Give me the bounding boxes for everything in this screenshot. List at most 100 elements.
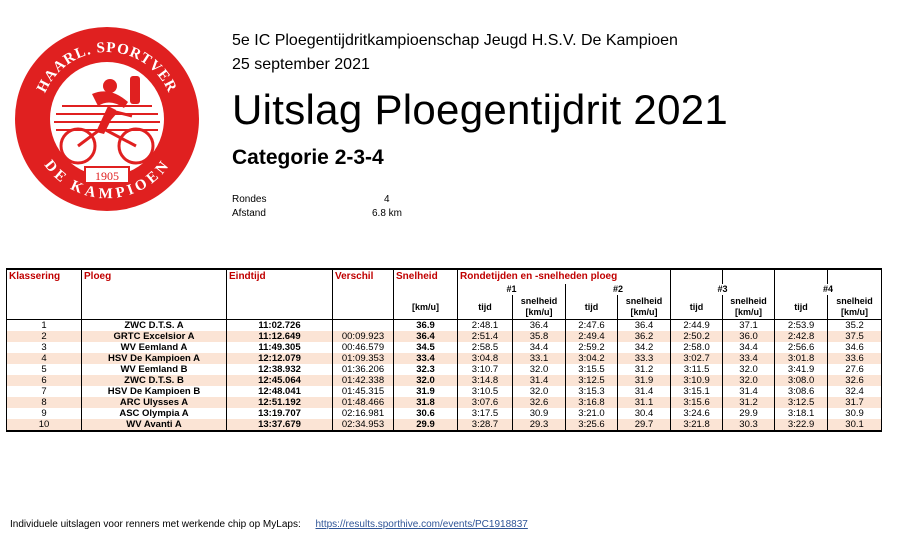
cell-diff — [332, 319, 394, 331]
cell-r2s: 33.3 — [616, 353, 672, 364]
r4-tijd-label: tijd — [774, 295, 829, 320]
cell-r4t: 3:12.5 — [774, 397, 829, 408]
cell-r3s: 31.4 — [722, 386, 776, 397]
cell-r3t: 3:10.9 — [670, 375, 724, 386]
cell-diff: 01:09.353 — [332, 353, 394, 364]
cell-r4s: 35.2 — [827, 319, 883, 331]
cell-rank: 10 — [6, 419, 82, 432]
cell-speed: 29.9 — [393, 419, 458, 432]
cell-speed: 36.9 — [393, 319, 458, 331]
cell-r3t: 2:44.9 — [670, 319, 724, 331]
footer: Individuele uitslagen voor renners met w… — [10, 519, 528, 530]
r3-snelheid-label: snelheid [km/u] — [722, 295, 776, 320]
unit-snelheid: [km/u] — [393, 295, 458, 320]
cell-team: ZWC D.T.S. B — [81, 375, 227, 386]
cell-time: 13:19.707 — [226, 408, 333, 419]
cell-r2t: 2:47.6 — [565, 319, 618, 331]
cell-team: WV Eemland A — [81, 342, 227, 353]
cell-team: HSV De Kampioen B — [81, 386, 227, 397]
cell-rank: 8 — [6, 397, 82, 408]
cell-r4s: 32.4 — [827, 386, 883, 397]
cell-r2t: 3:15.3 — [565, 386, 618, 397]
cell-r3s: 34.4 — [722, 342, 776, 353]
table-row: 9 ASC Olympia A 13:19.707 02:16.981 30.6 3:17… — [6, 408, 883, 419]
cell-r4t: 2:56.6 — [774, 342, 829, 353]
cell-r3s: 32.0 — [722, 375, 776, 386]
cell-rank: 5 — [6, 364, 82, 375]
cell-time: 12:12.079 — [226, 353, 333, 364]
cell-r1s: 29.3 — [512, 419, 566, 432]
cell-team: WV Avanti A — [81, 419, 227, 432]
cell-r4t: 2:42.8 — [774, 331, 829, 342]
table-row: 5 WV Eemland B 12:38.932 01:36.206 32.3 3:10.… — [6, 364, 883, 375]
cell-r2s: 31.1 — [616, 397, 672, 408]
cell-r4t: 3:22.9 — [774, 419, 829, 432]
cell-r1t: 3:10.7 — [457, 364, 513, 375]
cell-r1t: 3:17.5 — [457, 408, 513, 419]
cell-r2t: 3:12.5 — [565, 375, 618, 386]
header-eindtijd: Eindtijd — [226, 268, 333, 284]
round-3-label: #3 — [670, 284, 776, 295]
header-verschil: Verschil — [332, 268, 394, 284]
cell-r2s: 30.4 — [616, 408, 672, 419]
footer-text: Individuele uitslagen voor renners met w… — [10, 519, 301, 530]
cell-r4t: 3:08.6 — [774, 386, 829, 397]
r1-tijd-label: tijd — [457, 295, 513, 320]
table-row: 1 ZWC D.T.S. A 11:02.726 36.9 2:48.1 36.4 2:47… — [6, 319, 883, 331]
mylaps-link[interactable]: https://results.sporthive.com/events/PC1… — [315, 519, 528, 530]
cell-time: 13:37.679 — [226, 419, 333, 432]
cell-r1t: 2:51.4 — [457, 331, 513, 342]
cell-diff: 02:34.953 — [332, 419, 394, 432]
cell-r3s: 36.0 — [722, 331, 776, 342]
results-table: Klassering Ploeg Eindtijd Verschil Snelh… — [6, 268, 883, 432]
cell-team: HSV De Kampioen A — [81, 353, 227, 364]
cell-time: 12:51.192 — [226, 397, 333, 408]
rondes-value: 4 — [384, 194, 390, 205]
cell-r1s: 33.1 — [512, 353, 566, 364]
cell-r2s: 31.9 — [616, 375, 672, 386]
cell-diff: 00:09.923 — [332, 331, 394, 342]
event-name: 5e IC Ploegentijdritkampioenschap Jeugd … — [232, 32, 678, 49]
cell-r3t: 3:02.7 — [670, 353, 724, 364]
table-row: 3 WV Eemland A 11:49.305 00:46.579 34.5 2:58.… — [6, 342, 883, 353]
cell-r4s: 30.1 — [827, 419, 883, 432]
cell-speed: 31.8 — [393, 397, 458, 408]
cell-r1t: 3:14.8 — [457, 375, 513, 386]
r2-tijd-label: tijd — [565, 295, 618, 320]
table-row: 4 HSV De Kampioen A 12:12.079 01:09.353 33.4… — [6, 353, 883, 364]
table-row: 6 ZWC D.T.S. B 12:45.064 01:42.338 32.0 3:14.… — [6, 375, 883, 386]
cell-r3t: 3:15.6 — [670, 397, 724, 408]
cell-diff: 02:16.981 — [332, 408, 394, 419]
cell-r4t: 3:41.9 — [774, 364, 829, 375]
cell-rank: 7 — [6, 386, 82, 397]
cell-diff: 01:45.315 — [332, 386, 394, 397]
cell-r1s: 32.6 — [512, 397, 566, 408]
cell-r4t: 3:18.1 — [774, 408, 829, 419]
cell-r1s: 34.4 — [512, 342, 566, 353]
cell-r2s: 29.7 — [616, 419, 672, 432]
cell-r2s: 31.2 — [616, 364, 672, 375]
cell-r4s: 27.6 — [827, 364, 883, 375]
cell-speed: 34.5 — [393, 342, 458, 353]
cell-diff: 01:48.466 — [332, 397, 394, 408]
cell-r2t: 3:21.0 — [565, 408, 618, 419]
r1-snelheid-label: snelheid [km/u] — [512, 295, 566, 320]
cell-r2t: 3:25.6 — [565, 419, 618, 432]
cell-r4s: 34.6 — [827, 342, 883, 353]
cell-r1t: 2:48.1 — [457, 319, 513, 331]
cell-r2t: 2:59.2 — [565, 342, 618, 353]
cell-r3s: 32.0 — [722, 364, 776, 375]
r2-snelheid-label: snelheid [km/u] — [616, 295, 672, 320]
header-snelheid: Snelheid — [393, 268, 458, 284]
cell-r1s: 31.4 — [512, 375, 566, 386]
category-title: Categorie 2-3-4 — [232, 146, 384, 169]
cell-r1s: 36.4 — [512, 319, 566, 331]
cell-rank: 9 — [6, 408, 82, 419]
cell-r2t: 2:49.4 — [565, 331, 618, 342]
cell-team: ASC Olympia A — [81, 408, 227, 419]
afstand-label: Afstand — [232, 208, 266, 219]
cell-time: 11:49.305 — [226, 342, 333, 353]
cell-r4s: 37.5 — [827, 331, 883, 342]
logo-year: 1905 — [95, 169, 119, 183]
cell-time: 12:48.041 — [226, 386, 333, 397]
